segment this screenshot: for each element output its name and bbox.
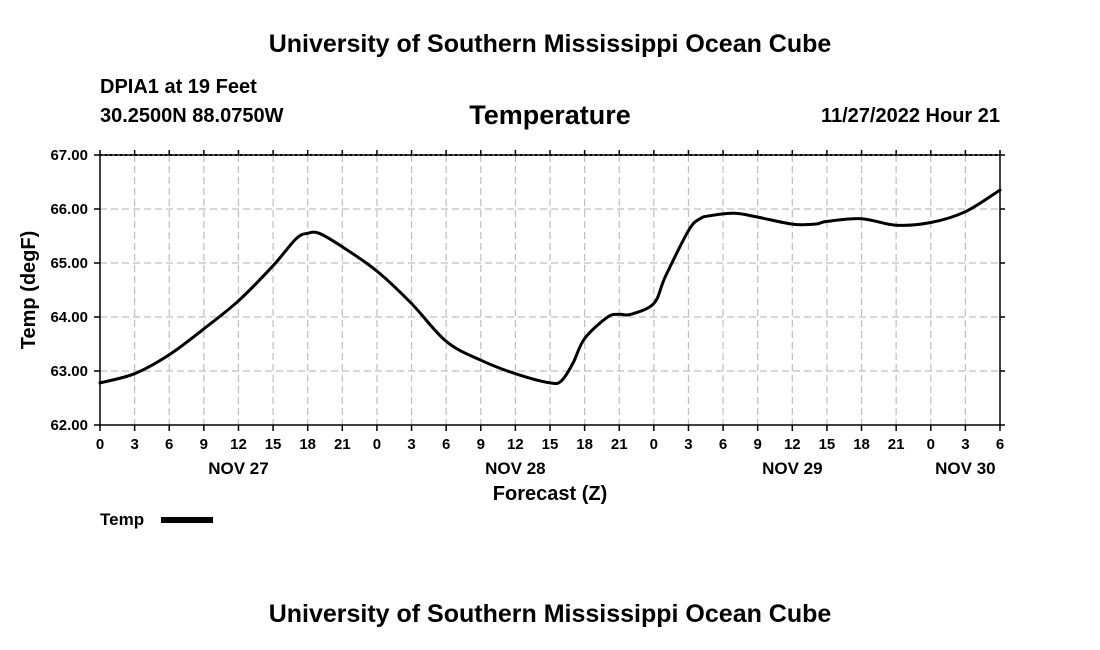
x-tick-label: 12 [784,436,801,453]
temp-series-line [98,188,1002,386]
parameter-title: Temperature [469,100,631,130]
x-tick-label: 15 [819,436,836,453]
day-label: NOV 28 [485,459,545,478]
x-tick-label: 6 [996,436,1004,453]
y-tick-label: 66.00 [50,201,88,218]
axis-ticks [94,150,1005,431]
x-tick-label: 21 [334,436,351,453]
x-tick-label: 18 [299,436,316,453]
x-tick-label: 18 [853,436,870,453]
x-tick-label: 6 [165,436,173,453]
legend: Temp [100,510,213,529]
day-label: NOV 30 [935,459,995,478]
x-tick-label: 6 [719,436,727,453]
station-label: DPIA1 at 19 Feet [100,76,257,98]
x-tick-label: 21 [888,436,905,453]
x-tick-label: 0 [650,436,658,453]
x-tick-label: 3 [130,436,138,453]
x-tick-label: 0 [373,436,381,453]
x-axis-label: Forecast (Z) [493,483,607,505]
y-tick-label: 67.00 [50,147,88,164]
station-coordinates: 30.2500N 88.0750W [100,105,284,127]
day-label: NOV 27 [208,459,268,478]
day-label: NOV 29 [762,459,822,478]
x-tick-label: 12 [230,436,247,453]
forecast-datetime: 11/27/2022 Hour 21 [820,105,1000,127]
x-tick-label: 15 [542,436,559,453]
chart-title-top: University of Southern Mississippi Ocean… [268,30,832,58]
x-tick-label: 3 [961,436,969,453]
x-tick-label: 9 [754,436,762,453]
x-tick-label: 9 [477,436,485,453]
x-tick-label: 15 [265,436,282,453]
x-tick-label: 6 [442,436,450,453]
y-tick-label: 65.00 [50,255,88,272]
y-tick-label: 62.00 [50,417,88,434]
x-tick-label: 9 [200,436,208,453]
legend-label: Temp [100,510,144,529]
x-tick-label: 3 [684,436,692,453]
grid [100,155,1000,425]
x-tick-label: 0 [927,436,935,453]
y-tick-label: 63.00 [50,363,88,380]
x-tick-label: 0 [96,436,104,453]
x-tick-label: 21 [611,436,628,453]
axis-labels: 0 3 6 9 12 15 18 21 0 3 6 9 12 15 18 21 0 3 6 9 12 15 18 21 0 3 66… [50,147,1004,478]
x-tick-label: 12 [507,436,524,453]
y-tick-label: 64.00 [50,309,88,326]
chart-title-bottom: University of Southern Mississippi Ocean… [268,600,832,628]
x-tick-label: 3 [407,436,415,453]
y-axis-label: Temp (degF) [18,231,40,350]
x-tick-label: 18 [576,436,593,453]
